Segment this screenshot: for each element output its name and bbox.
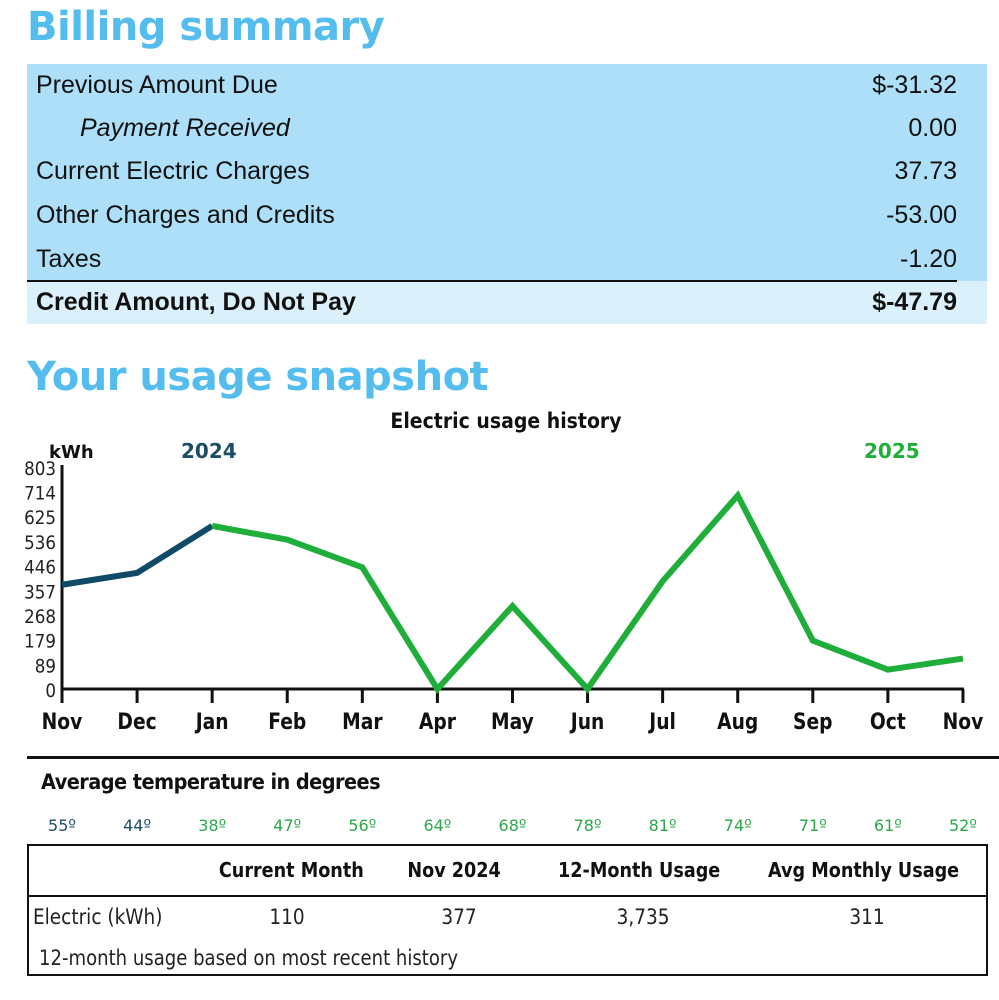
billing-row-value: $-31.32 [872, 71, 957, 99]
billing-row-other-charges: Other Charges and Credits -53.00 [36, 194, 957, 237]
x-tick-label: Nov [42, 709, 83, 735]
row-label: Electric (kWh) [33, 905, 163, 929]
billing-row-label: Other Charges and Credits [36, 201, 335, 229]
temperature-row: 55º 44º 38º 47º 56º 64º 68º 78º 81º 74º 71º 61º 52º [0, 816, 999, 840]
billing-row-value: 0.00 [908, 114, 957, 142]
x-tick-label: Jan [194, 709, 229, 735]
temperature-value: 52º [949, 816, 977, 835]
billing-row-label: Taxes [36, 245, 102, 273]
value-avg-monthly-usage: 311 [849, 905, 885, 929]
y-tick-label: 0 [45, 680, 56, 702]
x-tick-label: Aug [717, 709, 758, 735]
legend-2024: 2024 [181, 439, 237, 463]
header-avg-monthly-usage: Avg Monthly Usage [768, 858, 960, 882]
chart-title: Electric usage history [390, 408, 621, 433]
billing-row-label: Payment Received [80, 114, 290, 142]
usage-table-note: 12-month usage based on most recent hist… [39, 946, 459, 970]
usage-summary-table: Current Month Nov 2024 12-Month Usage Av… [27, 844, 988, 976]
billing-row-label: Current Electric Charges [36, 157, 310, 185]
y-tick-label: 714 [24, 483, 56, 505]
temperature-value: 81º [648, 816, 677, 835]
x-tick-label: Sep [793, 709, 833, 735]
billing-total-value: $-47.79 [872, 288, 957, 316]
legend-2025: 2025 [864, 439, 920, 463]
value-nov-2024: 377 [441, 905, 477, 929]
temperature-value: 74º [723, 816, 752, 835]
y-tick-label: 625 [24, 507, 56, 529]
temperature-value: 44º [123, 816, 152, 835]
temperature-value: 61º [873, 816, 902, 835]
billing-row-payment-received: Payment Received 0.00 [36, 107, 957, 150]
series-line-2024 [61, 523, 214, 588]
electric-usage-chart: Electric usage history kWh 2024 2025 0 89 179 2… [0, 400, 999, 750]
x-tick-label: Jun [569, 709, 604, 735]
temperature-value: 68º [498, 816, 527, 835]
billing-total-row: Credit Amount, Do Not Pay $-47.79 [27, 281, 987, 324]
header-current-month: Current Month [218, 858, 364, 882]
temperature-value: 55º [48, 816, 76, 835]
temperature-value: 64º [423, 816, 452, 835]
value-current-month: 110 [269, 905, 305, 929]
billing-total-label: Credit Amount, Do Not Pay [36, 288, 356, 316]
temperature-value: 71º [798, 816, 827, 835]
billing-row-value: -1.20 [900, 245, 957, 273]
y-tick-label: 179 [24, 631, 56, 653]
usage-snapshot-title: Your usage snapshot [27, 354, 489, 400]
billing-summary-table: Previous Amount Due $-31.32 Payment Rece… [27, 64, 987, 324]
y-tick-label: 446 [24, 557, 56, 579]
billing-row-current-electric: Current Electric Charges 37.73 [36, 150, 957, 193]
billing-row-taxes: Taxes -1.20 [36, 238, 957, 281]
temperature-value: 78º [573, 816, 602, 835]
billing-total: Credit Amount, Do Not Pay $-47.79 [36, 281, 957, 324]
y-tick-label: 803 [24, 458, 56, 480]
header-nov-2024: Nov 2024 [407, 858, 501, 882]
billing-row-value: 37.73 [894, 157, 957, 185]
billing-row-previous-amount: Previous Amount Due $-31.32 [36, 64, 957, 107]
temperature-value: 56º [348, 816, 377, 835]
y-tick-label: 357 [24, 581, 56, 603]
y-axis-unit-label: kWh [49, 442, 94, 463]
x-tick-label: Oct [870, 709, 906, 735]
x-tick-label: Dec [117, 709, 156, 735]
x-tick-label: Feb [268, 709, 306, 735]
section-divider [27, 756, 999, 759]
temperature-title: Average temperature in degrees [41, 770, 381, 794]
billing-summary-title: Billing summary [27, 4, 385, 50]
x-tick-label: Mar [342, 709, 382, 735]
y-tick-label: 536 [24, 532, 56, 554]
x-tick-label: Apr [419, 709, 456, 735]
billing-row-label: Previous Amount Due [36, 71, 278, 99]
series-line-2025 [211, 490, 964, 694]
x-tick-label: May [491, 709, 534, 735]
y-tick-label: 268 [24, 606, 56, 628]
temperature-value: 47º [273, 816, 302, 835]
header-12-month-usage: 12-Month Usage [558, 858, 721, 882]
x-tick-label: Nov [943, 709, 984, 735]
usage-table-header: Current Month Nov 2024 12-Month Usage Av… [29, 846, 986, 897]
total-divider [27, 280, 957, 282]
y-tick-label: 89 [35, 655, 56, 677]
temperature-value: 38º [198, 816, 227, 835]
billing-row-value: -53.00 [886, 201, 957, 229]
x-tick-label: Jul [647, 709, 676, 735]
value-12-month-usage: 3,735 [616, 905, 670, 929]
